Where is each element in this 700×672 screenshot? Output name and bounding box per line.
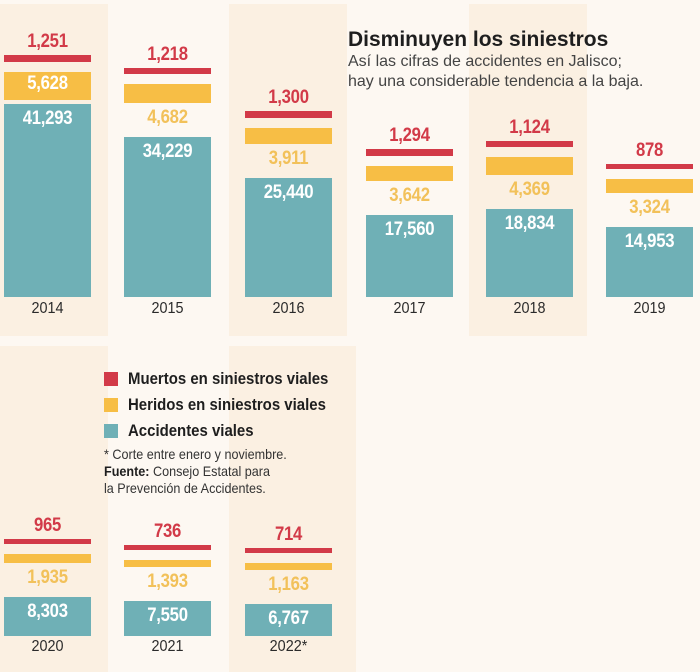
bar-accidentes bbox=[606, 227, 693, 297]
data-label-accidentes: 34,229 bbox=[142, 141, 193, 163]
x-tick-label: 2021 bbox=[151, 638, 184, 655]
bar-muertos bbox=[606, 164, 693, 170]
legend-item-accidentes: Accidentes viales bbox=[104, 418, 356, 444]
bar-muertos bbox=[124, 67, 211, 75]
source-line-2: la Prevención de Accidentes. bbox=[104, 480, 266, 496]
bar-accidentes bbox=[124, 600, 211, 636]
bar-muertos bbox=[245, 111, 332, 119]
x-tick-label: 2014 bbox=[31, 300, 64, 317]
data-label-accidentes: 14,953 bbox=[624, 231, 675, 253]
subtitle-line-2: hay una considerable tendencia a la baja… bbox=[348, 73, 644, 90]
x-tick-label: 2020 bbox=[31, 638, 64, 655]
legend-label: Muertos en siniestros viales bbox=[128, 369, 329, 388]
bar-heridos bbox=[486, 157, 573, 175]
bar-muertos bbox=[366, 149, 453, 156]
data-label-heridos: 1,935 bbox=[27, 567, 68, 589]
bar-heridos bbox=[245, 563, 332, 570]
bar-heridos bbox=[245, 128, 332, 145]
x-tick-label: 2015 bbox=[151, 300, 184, 317]
bar-heridos bbox=[124, 84, 211, 103]
source-label: Fuente: bbox=[104, 463, 150, 479]
bar-heridos bbox=[4, 554, 91, 564]
data-label-accidentes: 8,303 bbox=[27, 601, 68, 623]
data-label-heridos: 1,163 bbox=[268, 574, 309, 595]
data-label-heridos: 3,324 bbox=[629, 197, 670, 219]
bar-heridos bbox=[366, 165, 453, 181]
chart-subtitle: Así las cifras de accidentes en Jalisco;… bbox=[348, 52, 688, 92]
legend-item-heridos: Heridos en siniestros viales bbox=[104, 392, 356, 418]
data-label-muertos: 965 bbox=[33, 515, 62, 537]
data-label-muertos: 1,294 bbox=[389, 125, 430, 147]
legend-swatch-accidentes bbox=[104, 424, 118, 438]
legend: Muertos en siniestros viales Heridos en … bbox=[104, 366, 356, 444]
bar-accidentes bbox=[486, 208, 573, 297]
subtitle-line-1: Así las cifras de accidentes en Jalisco; bbox=[348, 53, 622, 70]
data-label-heridos: 4,682 bbox=[147, 107, 188, 129]
legend-item-muertos: Muertos en siniestros viales bbox=[104, 366, 356, 392]
chart-notes: * Corte entre enero y noviembre. Fuente:… bbox=[104, 446, 287, 497]
data-label-accidentes: 17,560 bbox=[384, 218, 435, 240]
bar-accidentes bbox=[366, 214, 453, 297]
data-label-muertos: 1,300 bbox=[268, 87, 309, 109]
bar-muertos bbox=[4, 55, 91, 62]
data-label-muertos: 878 bbox=[635, 140, 664, 162]
legend-label: Accidentes viales bbox=[128, 421, 254, 440]
data-label-accidentes: 18,834 bbox=[504, 212, 555, 234]
data-label-heridos: 3,911 bbox=[268, 148, 309, 170]
bar-accidentes bbox=[4, 597, 91, 636]
bar-heridos bbox=[124, 559, 211, 567]
x-tick-label: 2022* bbox=[269, 638, 308, 655]
data-label-heridos: 5,628 bbox=[27, 73, 68, 94]
x-tick-label: 2018 bbox=[513, 300, 546, 317]
bar-muertos bbox=[4, 539, 91, 545]
data-label-muertos: 714 bbox=[274, 524, 303, 545]
data-label-muertos: 736 bbox=[153, 520, 182, 542]
bar-muertos bbox=[124, 544, 211, 550]
bar-heridos bbox=[4, 72, 91, 100]
data-label-accidentes: 41,293 bbox=[22, 108, 73, 129]
bar-accidentes bbox=[4, 104, 91, 297]
source-line-1: Fuente: Consejo Estatal para bbox=[104, 463, 287, 480]
x-tick-label: 2016 bbox=[272, 300, 305, 317]
data-label-muertos: 1,124 bbox=[509, 117, 550, 139]
x-tick-label: 2019 bbox=[633, 300, 666, 317]
data-label-accidentes: 6,767 bbox=[268, 608, 309, 629]
bar-accidentes bbox=[245, 604, 332, 636]
legend-label: Heridos en siniestros viales bbox=[128, 395, 326, 414]
source-text-1: Consejo Estatal para bbox=[153, 463, 270, 479]
bar-heridos bbox=[606, 179, 693, 194]
x-tick-label: 2017 bbox=[393, 300, 426, 317]
bar-muertos bbox=[245, 548, 332, 553]
data-label-heridos: 1,393 bbox=[147, 570, 188, 592]
bar-accidentes bbox=[124, 137, 211, 297]
legend-swatch-heridos bbox=[104, 398, 118, 412]
data-label-accidentes: 7,550 bbox=[147, 604, 188, 626]
chart-title: Disminuyen los siniestros bbox=[348, 28, 609, 51]
data-label-muertos: 1,251 bbox=[27, 31, 68, 53]
data-label-muertos: 1,218 bbox=[147, 43, 188, 65]
footnote: * Corte entre enero y noviembre. bbox=[104, 446, 287, 462]
legend-swatch-muertos bbox=[104, 372, 118, 386]
bar-muertos bbox=[486, 141, 573, 148]
data-label-heridos: 3,642 bbox=[389, 184, 430, 206]
data-label-accidentes: 25,440 bbox=[263, 182, 314, 204]
data-label-heridos: 4,369 bbox=[509, 178, 550, 200]
bar-accidentes bbox=[245, 178, 332, 297]
